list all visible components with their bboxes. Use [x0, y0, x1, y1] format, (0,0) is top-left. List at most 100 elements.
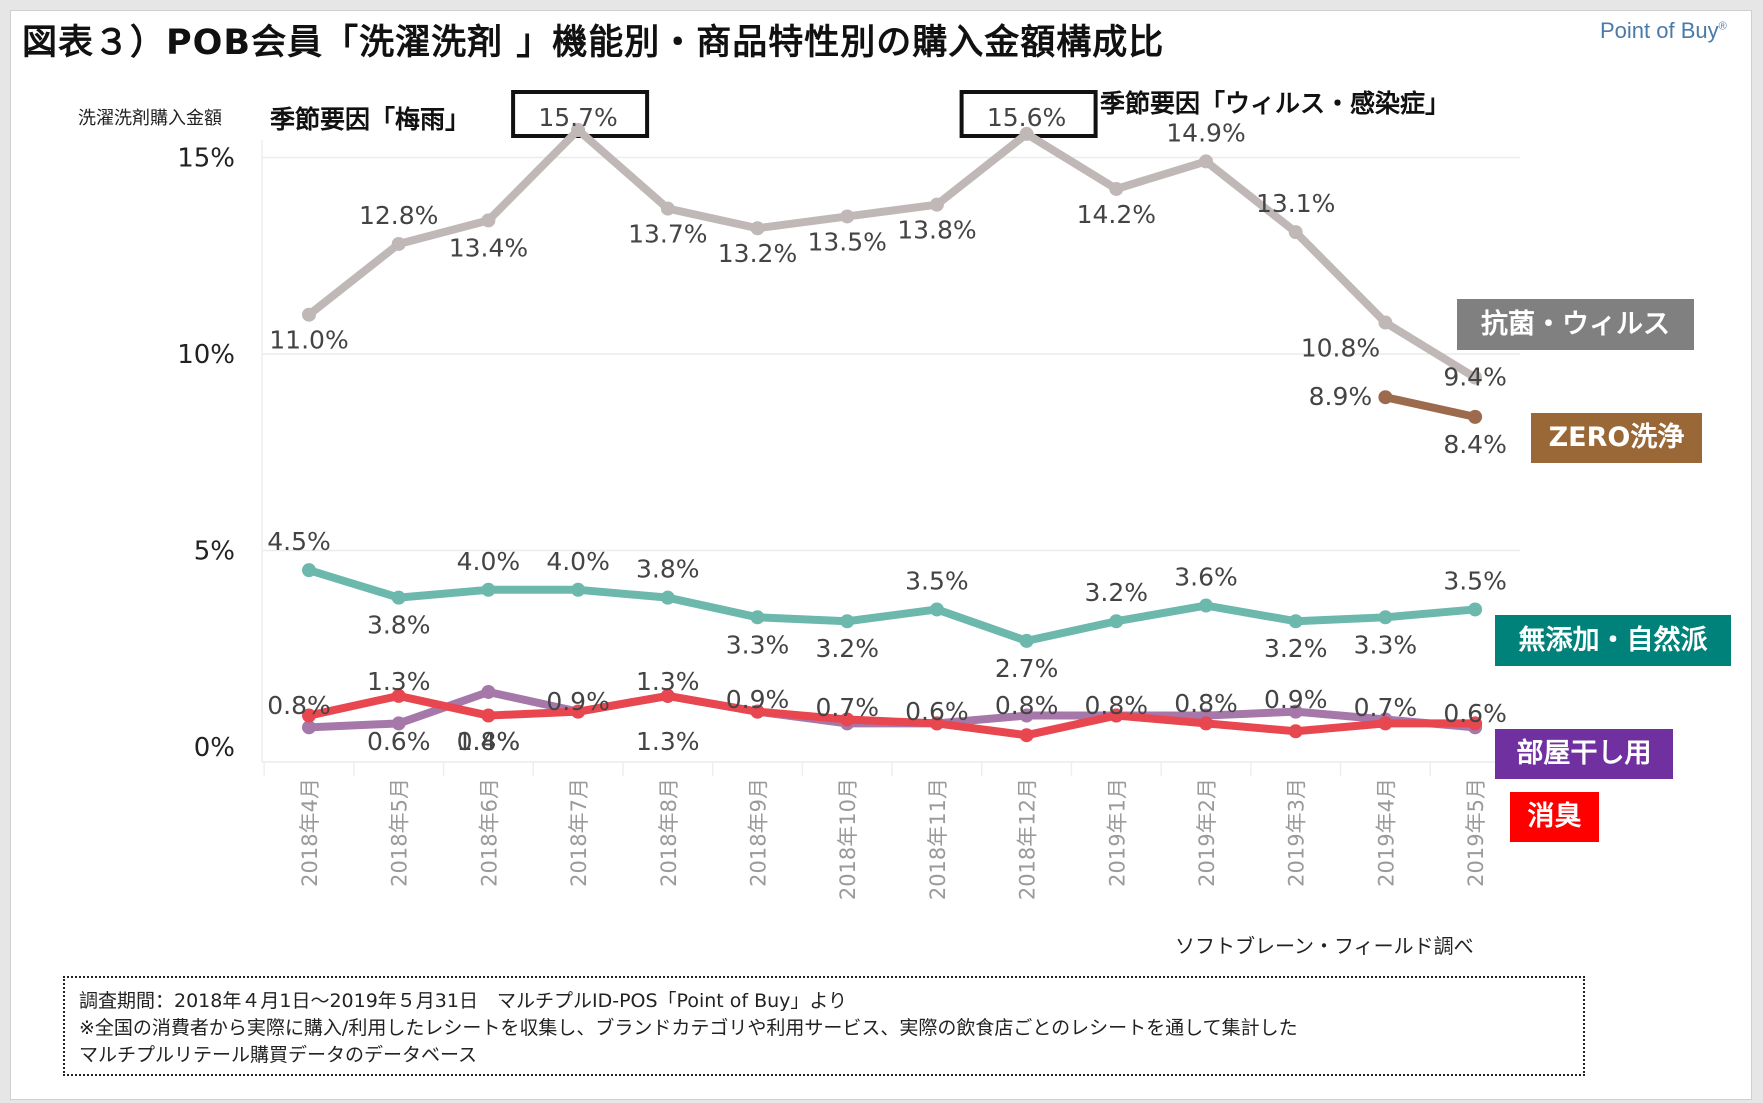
data-label: 8.4% — [1443, 430, 1507, 459]
data-point — [571, 704, 586, 719]
data-point — [1019, 126, 1034, 141]
y-axis-title: 洗濯洗剤購入金額 — [78, 108, 222, 129]
series-lines — [302, 122, 1483, 743]
data-label: 0.8% — [1085, 691, 1149, 720]
data-label: 3.3% — [1354, 630, 1418, 659]
annotation-virus-season: 季節要因「ウィルス・感染症」 — [1100, 89, 1451, 118]
y-axis: 0% 5% 10% 15% — [177, 144, 235, 764]
legend-badge-indoor-dry: 部屋干し用 — [1495, 729, 1673, 779]
data-label: 4.5% — [267, 527, 331, 556]
data-label: 0.9% — [546, 687, 610, 716]
y-tick-label: 0% — [194, 733, 235, 763]
data-point — [1288, 724, 1303, 739]
x-tick-label: 2018年10月 — [836, 778, 860, 900]
data-label: 3.3% — [726, 630, 790, 659]
data-point — [929, 197, 944, 212]
data-point — [302, 720, 316, 735]
data-point — [840, 712, 855, 727]
series-4 — [302, 688, 1483, 743]
data-label: 0.6% — [905, 697, 969, 726]
data-labels: 11.0% 12.8% 13.4% 15.7% 13.7% 13.2% 13.5% 13.8%… — [267, 103, 1507, 756]
data-point — [1378, 315, 1393, 330]
data-point — [1019, 728, 1034, 743]
data-point — [1468, 409, 1483, 424]
legend-label: 消臭 — [1527, 801, 1582, 832]
data-point — [1019, 708, 1034, 723]
data-point — [1378, 610, 1393, 625]
legend-badge-additive-free: 無添加・自然派 — [1495, 615, 1731, 666]
footnote-method: ※全国の消費者から実際に購入/利用したレシートを収集し、ブランドカテゴリや利用サ… — [79, 1017, 1298, 1039]
data-label: 0.8% — [995, 691, 1059, 720]
data-point — [302, 708, 316, 723]
x-tick-label: 2019年3月 — [1285, 778, 1309, 887]
x-tick-label: 2018年8月 — [657, 778, 681, 887]
data-label: 0.6% — [367, 727, 431, 756]
data-label: 1.3% — [367, 667, 431, 696]
data-label: 4.0% — [546, 547, 610, 576]
data-point — [840, 209, 855, 224]
data-label: 13.2% — [718, 239, 797, 268]
footnote-box: 調査期間：2018年４月1日～2019年５月31日 マルチプルID-POS「Po… — [63, 976, 1585, 1076]
data-point — [929, 716, 944, 731]
x-tick-label: 2018年12月 — [1016, 778, 1040, 900]
x-tick-label: 2018年11月 — [926, 778, 950, 900]
data-label: 0.8% — [457, 727, 521, 756]
data-label: 3.5% — [1443, 566, 1507, 595]
footnote-period: 調査期間：2018年４月1日～2019年５月31日 マルチプルID-POS「Po… — [79, 990, 848, 1012]
data-point — [391, 716, 406, 731]
x-tick-label: 2019年1月 — [1105, 778, 1129, 887]
x-tick-label: 2018年6月 — [477, 778, 501, 887]
data-label: 4.0% — [457, 547, 521, 576]
data-point — [750, 610, 765, 625]
data-label: 9.4% — [1443, 363, 1507, 392]
data-point — [1199, 154, 1213, 169]
data-point — [1288, 704, 1303, 719]
data-point — [1199, 716, 1213, 731]
data-label: 3.6% — [1174, 563, 1238, 592]
data-label: 15.7% — [538, 103, 617, 132]
data-label: 0.6% — [1443, 699, 1507, 728]
legend-label: 無添加・自然派 — [1518, 625, 1708, 656]
x-tick-label: 2019年5月 — [1464, 778, 1488, 887]
legend-label: 部屋干し用 — [1516, 738, 1652, 769]
data-label: 13.4% — [449, 233, 528, 262]
data-label: 12.8% — [359, 201, 438, 230]
chart-title: 図表３）POB会員「洗濯洗剤 」機能別・商品特性別の購入金額構成比 — [22, 23, 1165, 63]
data-point — [1468, 370, 1483, 385]
data-label: 1.3% — [636, 667, 700, 696]
data-label: 3.2% — [1085, 578, 1149, 607]
data-point — [1199, 598, 1213, 613]
legend-badge-antibacterial: 抗菌・ウィルス — [1457, 299, 1694, 350]
data-point — [391, 590, 406, 605]
data-label: 8.9% — [1309, 382, 1373, 411]
data-point — [571, 582, 586, 597]
x-tick-label: 2019年4月 — [1374, 778, 1398, 887]
data-label: 1.4% — [457, 727, 521, 756]
data-point — [660, 688, 675, 703]
legend-label: ZERO洗浄 — [1548, 422, 1685, 453]
footnote-database: マルチプルリテール購買データのデータベース — [79, 1044, 478, 1066]
data-point — [660, 590, 675, 605]
data-label: 13.5% — [807, 227, 886, 256]
data-label: 0.9% — [726, 685, 790, 714]
series-line — [305, 125, 1480, 382]
series-line — [305, 691, 1480, 740]
data-point — [481, 708, 496, 723]
data-point — [481, 213, 496, 228]
data-label: 11.0% — [269, 326, 348, 355]
data-point — [1109, 708, 1124, 723]
data-point — [1109, 614, 1124, 629]
series-line — [1381, 393, 1480, 421]
y-tick-label: 10% — [177, 340, 235, 370]
data-label: 1.3% — [636, 727, 700, 756]
annotation-rainy-season: 季節要因「梅雨」 — [270, 105, 471, 134]
data-point — [1019, 633, 1034, 648]
data-label: 0.7% — [1354, 693, 1418, 722]
data-label: 0.8% — [267, 691, 331, 720]
data-point — [302, 563, 316, 578]
x-axis: 2018年4月 2018年5月 2018年6月 2018年7月 2018年8月 2018年… — [262, 761, 1520, 900]
data-label: 3.2% — [1264, 634, 1328, 663]
x-tick-label: 2018年5月 — [388, 778, 412, 887]
data-label: 13.8% — [897, 216, 976, 245]
data-label: 13.1% — [1256, 189, 1335, 218]
